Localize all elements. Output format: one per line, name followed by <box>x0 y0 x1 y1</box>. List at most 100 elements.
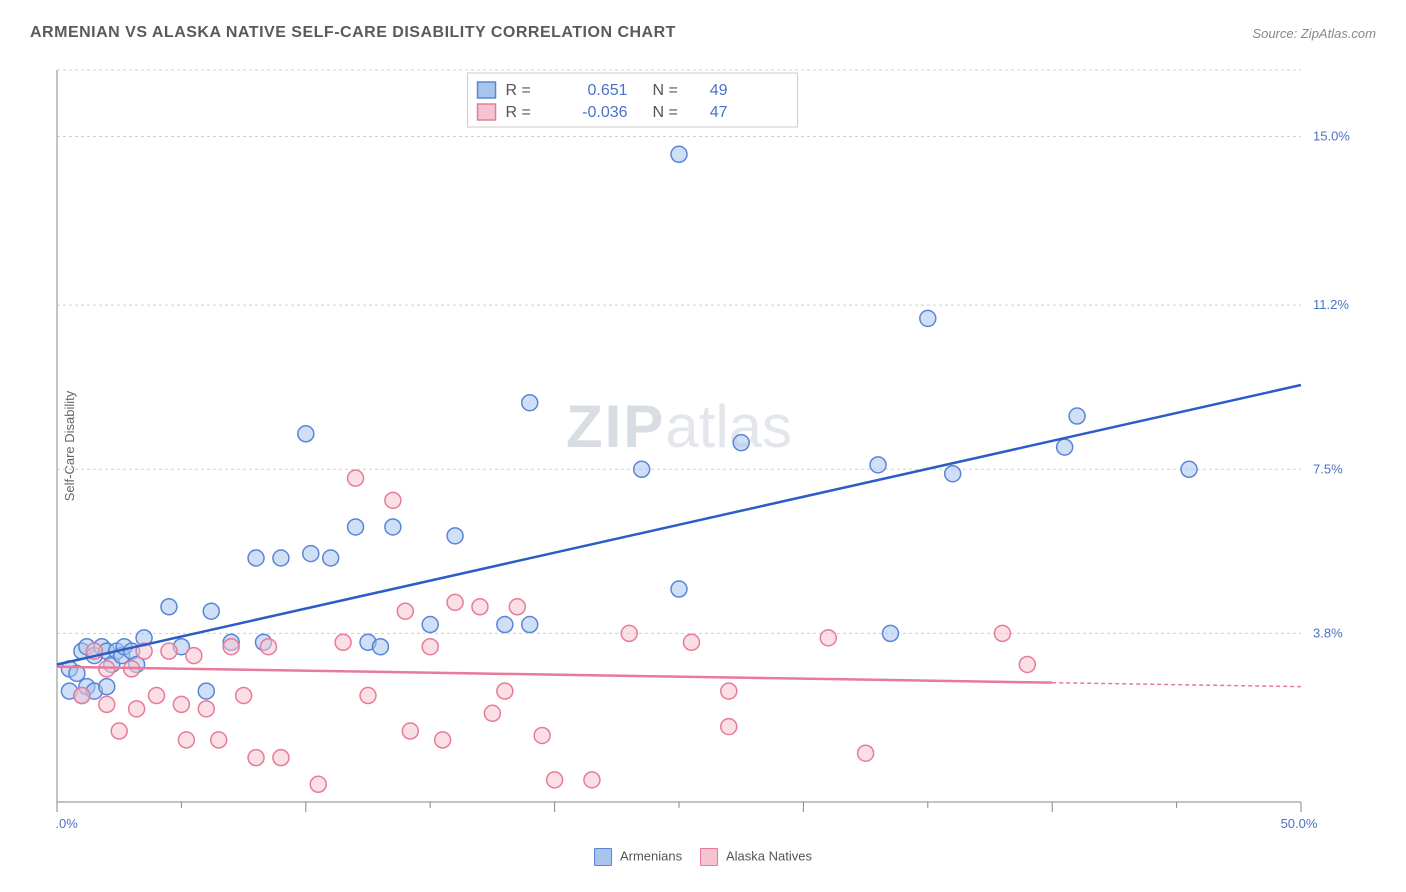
chart-title: ARMENIAN VS ALASKA NATIVE SELF-CARE DISA… <box>30 24 676 42</box>
x-end-label: 50.0% <box>1281 816 1318 831</box>
y-tick-label: 3.8% <box>1313 625 1343 640</box>
point-alaska <box>198 701 214 717</box>
swatch-blue <box>594 848 612 866</box>
point-alaska <box>173 696 189 712</box>
point-alaska <box>348 470 364 486</box>
point-armenian <box>99 679 115 695</box>
point-armenian <box>303 546 319 562</box>
point-alaska <box>497 683 513 699</box>
point-armenian <box>273 550 289 566</box>
point-alaska <box>74 688 90 704</box>
point-alaska <box>223 639 239 655</box>
point-alaska <box>385 492 401 508</box>
scatter-chart: 3.8% 7.5% 11.2% 15.0% ZIPatlas 0.0% 50.0% R = 0.… <box>55 60 1371 832</box>
point-armenian <box>422 617 438 633</box>
point-alaska <box>858 745 874 761</box>
point-alaska <box>484 705 500 721</box>
point-armenian <box>1181 461 1197 477</box>
point-armenian <box>522 617 538 633</box>
point-alaska <box>186 648 202 664</box>
point-armenian <box>161 599 177 615</box>
legend-label-alaska: Alaska Natives <box>726 848 812 863</box>
point-armenian <box>1057 439 1073 455</box>
point-armenian <box>920 310 936 326</box>
trend-extrapolation <box>1052 683 1301 687</box>
point-alaska <box>397 603 413 619</box>
point-alaska <box>1019 656 1035 672</box>
point-armenian <box>671 146 687 162</box>
point-armenian <box>1069 408 1085 424</box>
point-armenian <box>522 395 538 411</box>
point-alaska <box>435 732 451 748</box>
point-alaska <box>472 599 488 615</box>
point-armenian <box>733 435 749 451</box>
legend-label-armenians: Armenians <box>620 848 682 863</box>
point-alaska <box>211 732 227 748</box>
point-alaska <box>584 772 600 788</box>
point-armenian <box>671 581 687 597</box>
point-alaska <box>721 683 737 699</box>
point-alaska <box>111 723 127 739</box>
point-armenian <box>945 466 961 482</box>
point-armenian <box>298 426 314 442</box>
r-value: -0.036 <box>582 104 627 121</box>
point-alaska <box>534 727 550 743</box>
point-armenian <box>870 457 886 473</box>
point-armenian <box>198 683 214 699</box>
n-label: N = <box>653 82 678 99</box>
watermark: ZIPatlas <box>566 393 792 460</box>
source-link[interactable]: ZipAtlas.com <box>1301 26 1376 41</box>
y-tick-label: 7.5% <box>1313 461 1343 476</box>
stats-swatch <box>478 82 496 98</box>
point-alaska <box>236 688 252 704</box>
point-alaska <box>161 643 177 659</box>
point-alaska <box>310 776 326 792</box>
point-alaska <box>248 750 264 766</box>
point-alaska <box>621 625 637 641</box>
r-label: R = <box>506 104 531 121</box>
point-alaska <box>509 599 525 615</box>
point-armenian <box>497 617 513 633</box>
point-alaska <box>99 661 115 677</box>
x-start-label: 0.0% <box>55 816 78 831</box>
point-alaska <box>820 630 836 646</box>
legend-item-alaska: Alaska Natives <box>700 848 812 866</box>
point-armenian <box>882 625 898 641</box>
point-alaska <box>178 732 194 748</box>
point-alaska <box>360 688 376 704</box>
bottom-legend: Armenians Alaska Natives <box>594 848 812 866</box>
point-alaska <box>273 750 289 766</box>
point-alaska <box>149 688 165 704</box>
y-tick-label: 15.0% <box>1313 129 1350 144</box>
trend-alaska <box>57 667 1052 683</box>
plot-area: 3.8% 7.5% 11.2% 15.0% ZIPatlas 0.0% 50.0% R = 0.… <box>55 60 1371 832</box>
n-label: N = <box>653 104 678 121</box>
point-armenian <box>634 461 650 477</box>
n-value: 47 <box>710 104 728 121</box>
point-alaska <box>447 594 463 610</box>
source-label: Source: <box>1252 26 1297 41</box>
r-label: R = <box>506 82 531 99</box>
point-alaska <box>547 772 563 788</box>
point-alaska <box>402 723 418 739</box>
point-alaska <box>683 634 699 650</box>
point-armenian <box>203 603 219 619</box>
source-attribution: Source: ZipAtlas.com <box>1252 26 1376 41</box>
point-alaska <box>99 696 115 712</box>
swatch-pink <box>700 848 718 866</box>
legend-item-armenians: Armenians <box>594 848 682 866</box>
point-armenian <box>348 519 364 535</box>
point-alaska <box>335 634 351 650</box>
r-value: 0.651 <box>587 82 627 99</box>
point-armenian <box>385 519 401 535</box>
stats-swatch <box>478 104 496 120</box>
n-value: 49 <box>710 82 728 99</box>
point-alaska <box>994 625 1010 641</box>
point-armenian <box>447 528 463 544</box>
y-tick-label: 11.2% <box>1313 297 1349 312</box>
point-alaska <box>129 701 145 717</box>
point-alaska <box>721 719 737 735</box>
point-alaska <box>422 639 438 655</box>
point-armenian <box>248 550 264 566</box>
point-armenian <box>323 550 339 566</box>
